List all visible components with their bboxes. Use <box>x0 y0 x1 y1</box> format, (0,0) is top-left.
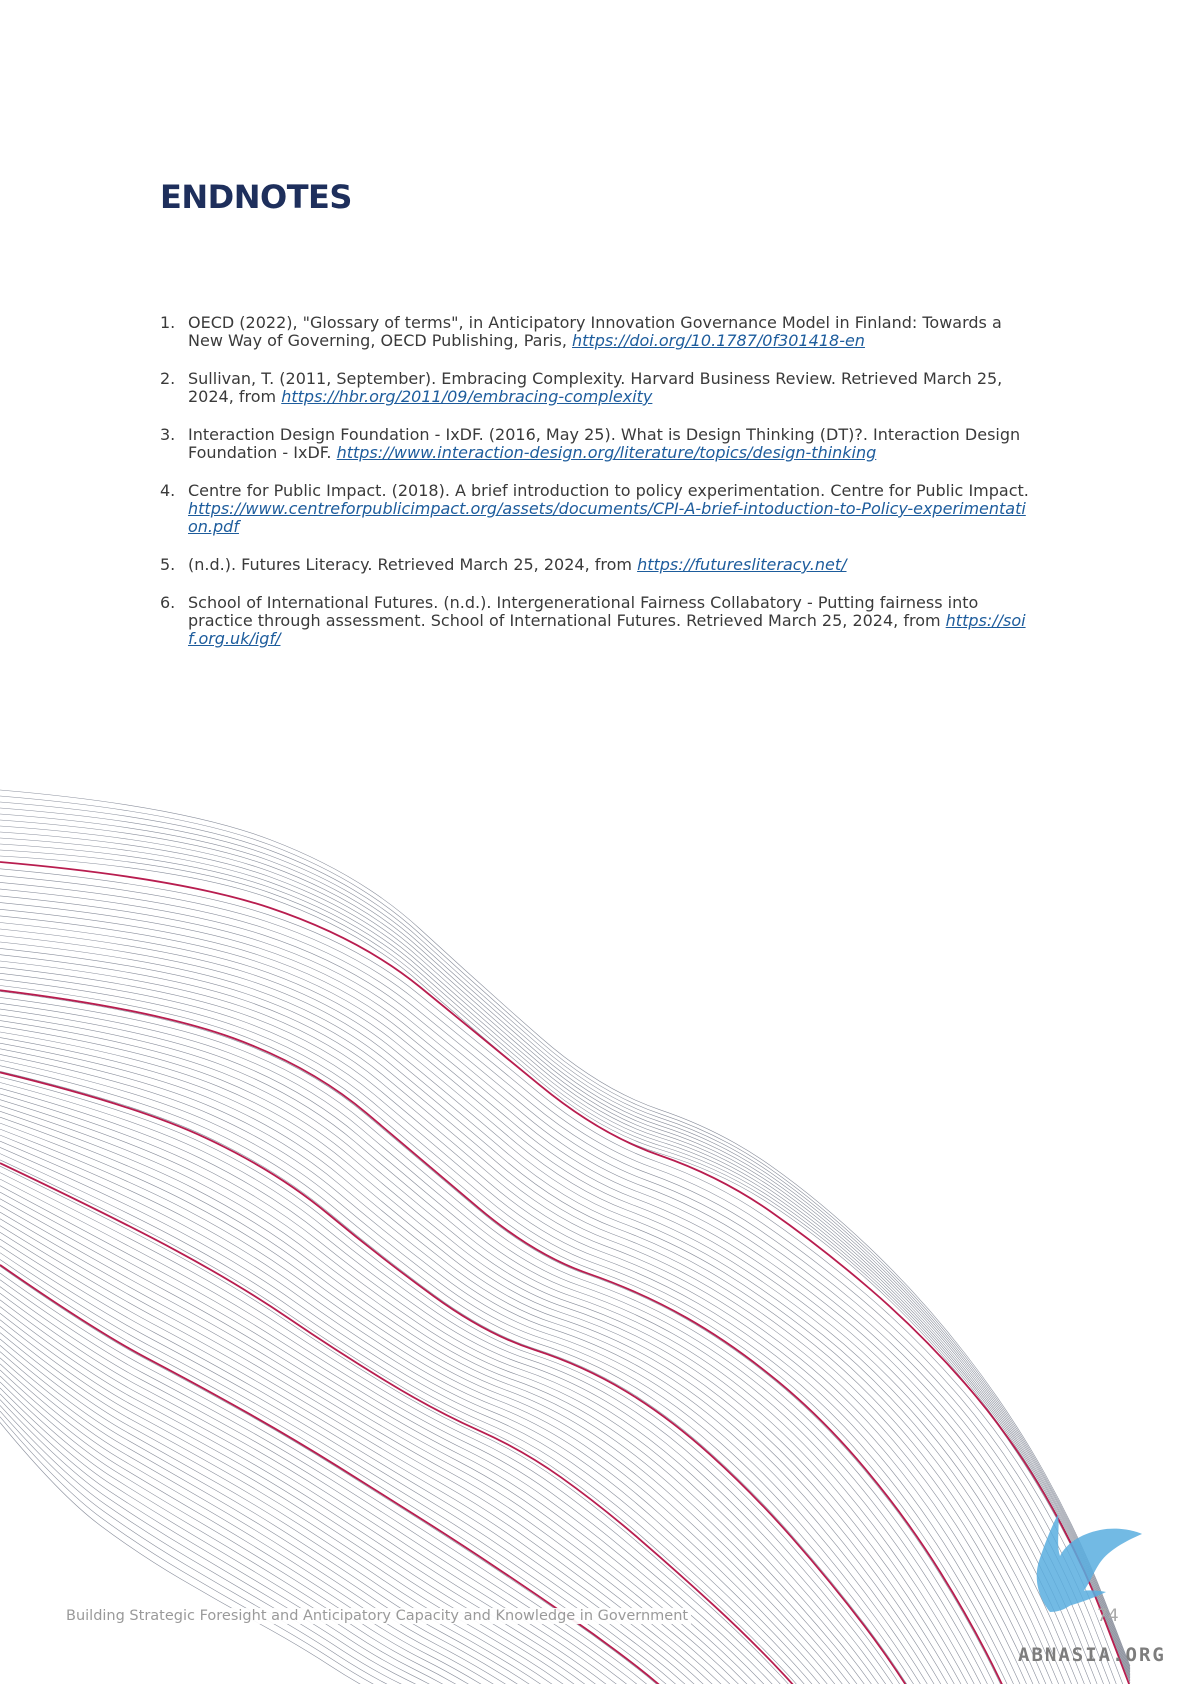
endnote-text: OECD (2022), "Glossary of terms", in Ant… <box>188 313 1002 350</box>
endnote-text: Interaction Design Foundation - IxDF. (2… <box>188 425 1021 462</box>
endnote-text: Sullivan, T. (2011, September). Embracin… <box>188 369 1003 406</box>
endnote-number: 5. <box>160 555 176 574</box>
watermark-bird-logo-icon <box>1036 1514 1142 1612</box>
endnote-item: 1. OECD (2022), "Glossary of terms", in … <box>160 314 1030 350</box>
footer-document-title: Building Strategic Foresight and Anticip… <box>63 1608 692 1624</box>
endnote-link[interactable]: https://www.interaction-design.org/liter… <box>336 443 877 462</box>
endnote-link[interactable]: https://futuresliteracy.net/ <box>637 555 847 574</box>
endnote-text: School of International Futures. (n.d.).… <box>188 593 979 630</box>
endnote-link[interactable]: https://hbr.org/2011/09/embracing-comple… <box>281 387 653 406</box>
endnote-number: 1. <box>160 313 176 332</box>
watermark-text: ABNASIA.ORG <box>1018 1644 1166 1666</box>
thin-wave-lines <box>0 789 1131 1684</box>
endnote-link[interactable]: https://soif.org.uk/igf/ <box>188 611 1026 648</box>
endnote-item: 5. (n.d.). Futures Literacy. Retrieved M… <box>160 556 1030 574</box>
endnote-item: 6. School of International Futures. (n.d… <box>160 594 1030 648</box>
endnote-link[interactable]: https://www.centreforpublicimpact.org/as… <box>188 499 1026 536</box>
accent-wave-lines <box>0 861 1130 1684</box>
endnote-number: 6. <box>160 593 176 612</box>
endnote-text: Centre for Public Impact. (2018). A brie… <box>188 481 1029 500</box>
page-title: ENDNOTES <box>160 178 352 216</box>
endnote-number: 2. <box>160 369 176 388</box>
endnote-link[interactable]: https://doi.org/10.1787/0f301418-en <box>572 331 865 350</box>
page-number: 74 <box>1097 1606 1119 1626</box>
endnotes-list: 1. OECD (2022), "Glossary of terms", in … <box>160 314 1030 668</box>
endnote-item: 4. Centre for Public Impact. (2018). A b… <box>160 482 1030 536</box>
endnote-number: 4. <box>160 481 176 500</box>
endnote-item: 3. Interaction Design Foundation - IxDF.… <box>160 426 1030 462</box>
endnote-number: 3. <box>160 425 176 444</box>
endnote-text: (n.d.). Futures Literacy. Retrieved Marc… <box>188 555 638 574</box>
endnote-item: 2. Sullivan, T. (2011, September). Embra… <box>160 370 1030 406</box>
